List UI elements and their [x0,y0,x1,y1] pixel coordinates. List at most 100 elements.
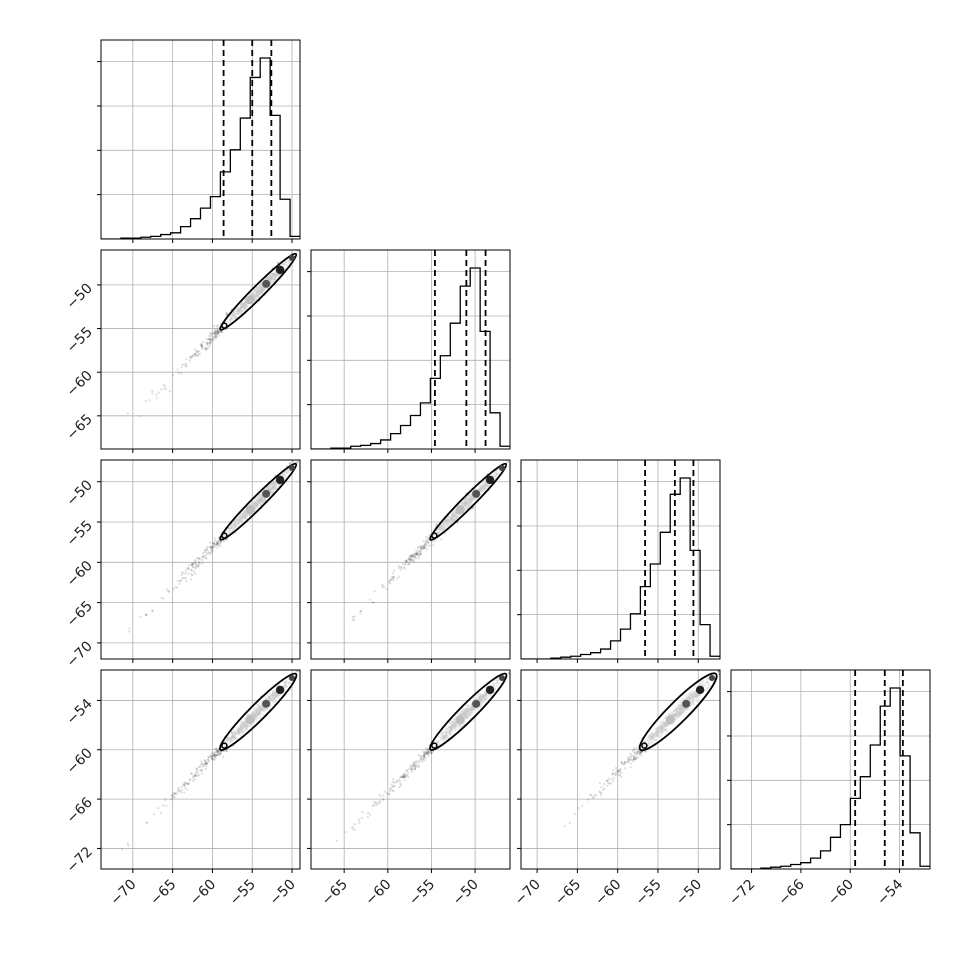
scatter-point [212,331,215,334]
scatter-point [426,752,429,755]
scatter-point [413,761,416,764]
scatter-point [155,397,159,400]
scatter-point [413,555,416,558]
y-tick-label: −60 [64,368,96,400]
scatter-point [402,775,405,779]
scatter-point [215,542,219,545]
scatter-point [216,331,219,335]
scatter-point [191,355,194,358]
scatter-point [361,811,364,814]
scatter-point [629,766,632,769]
scatter-point [213,758,216,761]
scatter-point [357,818,361,821]
scatter-point [182,577,186,580]
scatter-point [423,751,426,754]
scatter-point [214,330,218,333]
scatter-point [205,347,208,350]
scatter-point [218,334,221,337]
scatter-point [396,577,399,580]
scatter-point [182,572,185,575]
scatter-point [204,767,207,770]
scatter-point [183,784,186,787]
histogram-step-line [521,477,720,659]
scatter-point [420,547,423,550]
scatter-point [208,541,212,544]
scatter-point [353,823,357,826]
scatter-point [200,763,203,766]
scatter-point [422,754,425,757]
scatter-panel-2-0: −70−65−60−55−50 [64,459,301,671]
scatter-point [405,769,408,772]
scatter-point [216,753,219,756]
scatter-point [201,347,204,351]
scatter-point [185,362,188,365]
scatter-point [373,801,376,804]
scatter-point [403,776,406,779]
scatter-point [194,564,198,567]
scatter-point [368,813,372,816]
scatter-point [395,779,398,782]
scatter-point [193,774,196,777]
scatter-point [197,563,201,566]
scatter-point [391,780,395,783]
scatter-point [190,568,193,571]
scatter-point [215,541,219,544]
scatter-point [196,350,200,354]
scatter-point [219,545,222,548]
scatter-point [212,753,216,757]
scatter-point [204,549,207,552]
scatter-point [209,545,212,548]
scatter-point [196,355,199,358]
scatter-point [416,551,419,554]
scatter-point [185,358,188,361]
contour-outer [219,672,298,751]
scatter-point [426,752,429,755]
scatter-point [185,364,188,367]
contour-level-3 [499,464,506,471]
scatter-point [159,811,163,815]
scatter-point [590,794,593,797]
panel-frame [520,459,721,660]
scatter-point [213,332,217,335]
scatter-point [201,341,205,344]
scatter-point [389,787,392,791]
scatter-point [410,555,413,558]
scatter-point [399,565,402,569]
scatter-point [424,746,427,750]
scatter-point [213,753,216,757]
scatter-point [204,760,207,763]
scatter-point [418,760,421,763]
scatter-point [193,561,197,565]
y-tick-label: −60 [64,558,96,590]
scatter-point [603,787,606,790]
scatter-point [209,338,212,341]
scatter-point [371,601,374,604]
scatter-point [151,389,154,393]
scatter-point [180,785,183,788]
contour-level-3 [289,254,296,261]
scatter-point [403,772,406,776]
scatter-point [359,609,362,613]
scatter-point [426,747,429,751]
scatter-point [405,560,408,563]
scatter-point [178,789,182,793]
scatter-point [623,763,626,766]
scatter-point [426,541,429,544]
scatter-point [375,801,378,804]
scatter-point [205,347,208,351]
scatter-point [212,754,216,758]
scatter-point [430,751,434,754]
scatter-point [421,545,425,548]
scatter-point [190,563,193,567]
scatter-point [393,575,396,579]
scatter-point [201,554,204,558]
scatter-point [382,797,385,800]
y-tick-label: −60 [64,745,96,777]
scatter-point [429,751,433,754]
scatter-point [184,365,188,368]
scatter-point [393,784,396,788]
scatter-point [408,558,411,561]
scatter-point [213,333,216,336]
scatter-point [413,554,416,557]
scatter-point [619,768,622,771]
